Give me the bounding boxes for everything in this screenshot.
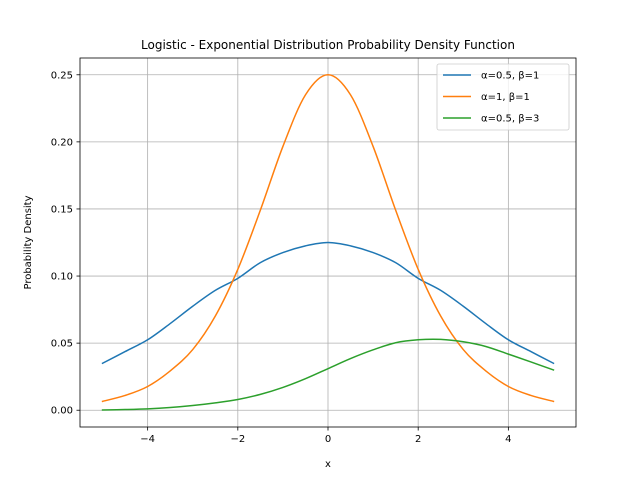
grid: [80, 58, 576, 427]
series-line-2: [101, 74, 555, 403]
x-tick-label: 0: [325, 434, 331, 445]
x-tick-label: 2: [415, 434, 421, 445]
y-tick-label: 0.25: [51, 70, 73, 81]
x-tick-label: 4: [505, 434, 511, 445]
y-tick-label: 0.05: [51, 339, 73, 350]
y-tick-label: 0.00: [51, 406, 73, 417]
y-axis-label: Probability Density: [23, 195, 34, 289]
x-tick-label: −2: [230, 434, 245, 445]
y-tick-label: 0.20: [51, 137, 73, 148]
series-line-3: [101, 338, 555, 411]
legend-label-1: α=0.5, β=1: [481, 71, 539, 82]
chart-title: Logistic - Exponential Distribution Prob…: [141, 38, 515, 52]
legend-label-2: α=1, β=1: [481, 92, 530, 103]
series-lines: [101, 74, 555, 411]
x-axis-ticks: −4 −2 0 2 4: [140, 427, 512, 445]
legend-box: [436, 63, 570, 131]
legend-label-3: α=0.5, β=3: [481, 114, 539, 125]
y-tick-label: 0.10: [51, 272, 73, 283]
y-axis-ticks: 0.00 0.05 0.10 0.15 0.20 0.25: [51, 70, 80, 417]
series-line-1: [101, 241, 555, 365]
y-tick-label: 0.15: [51, 204, 73, 215]
x-tick-label: −4: [140, 434, 155, 445]
legend: α=0.5, β=1 α=1, β=1 α=0.5, β=3: [436, 63, 570, 131]
x-axis-label: x: [325, 459, 331, 470]
